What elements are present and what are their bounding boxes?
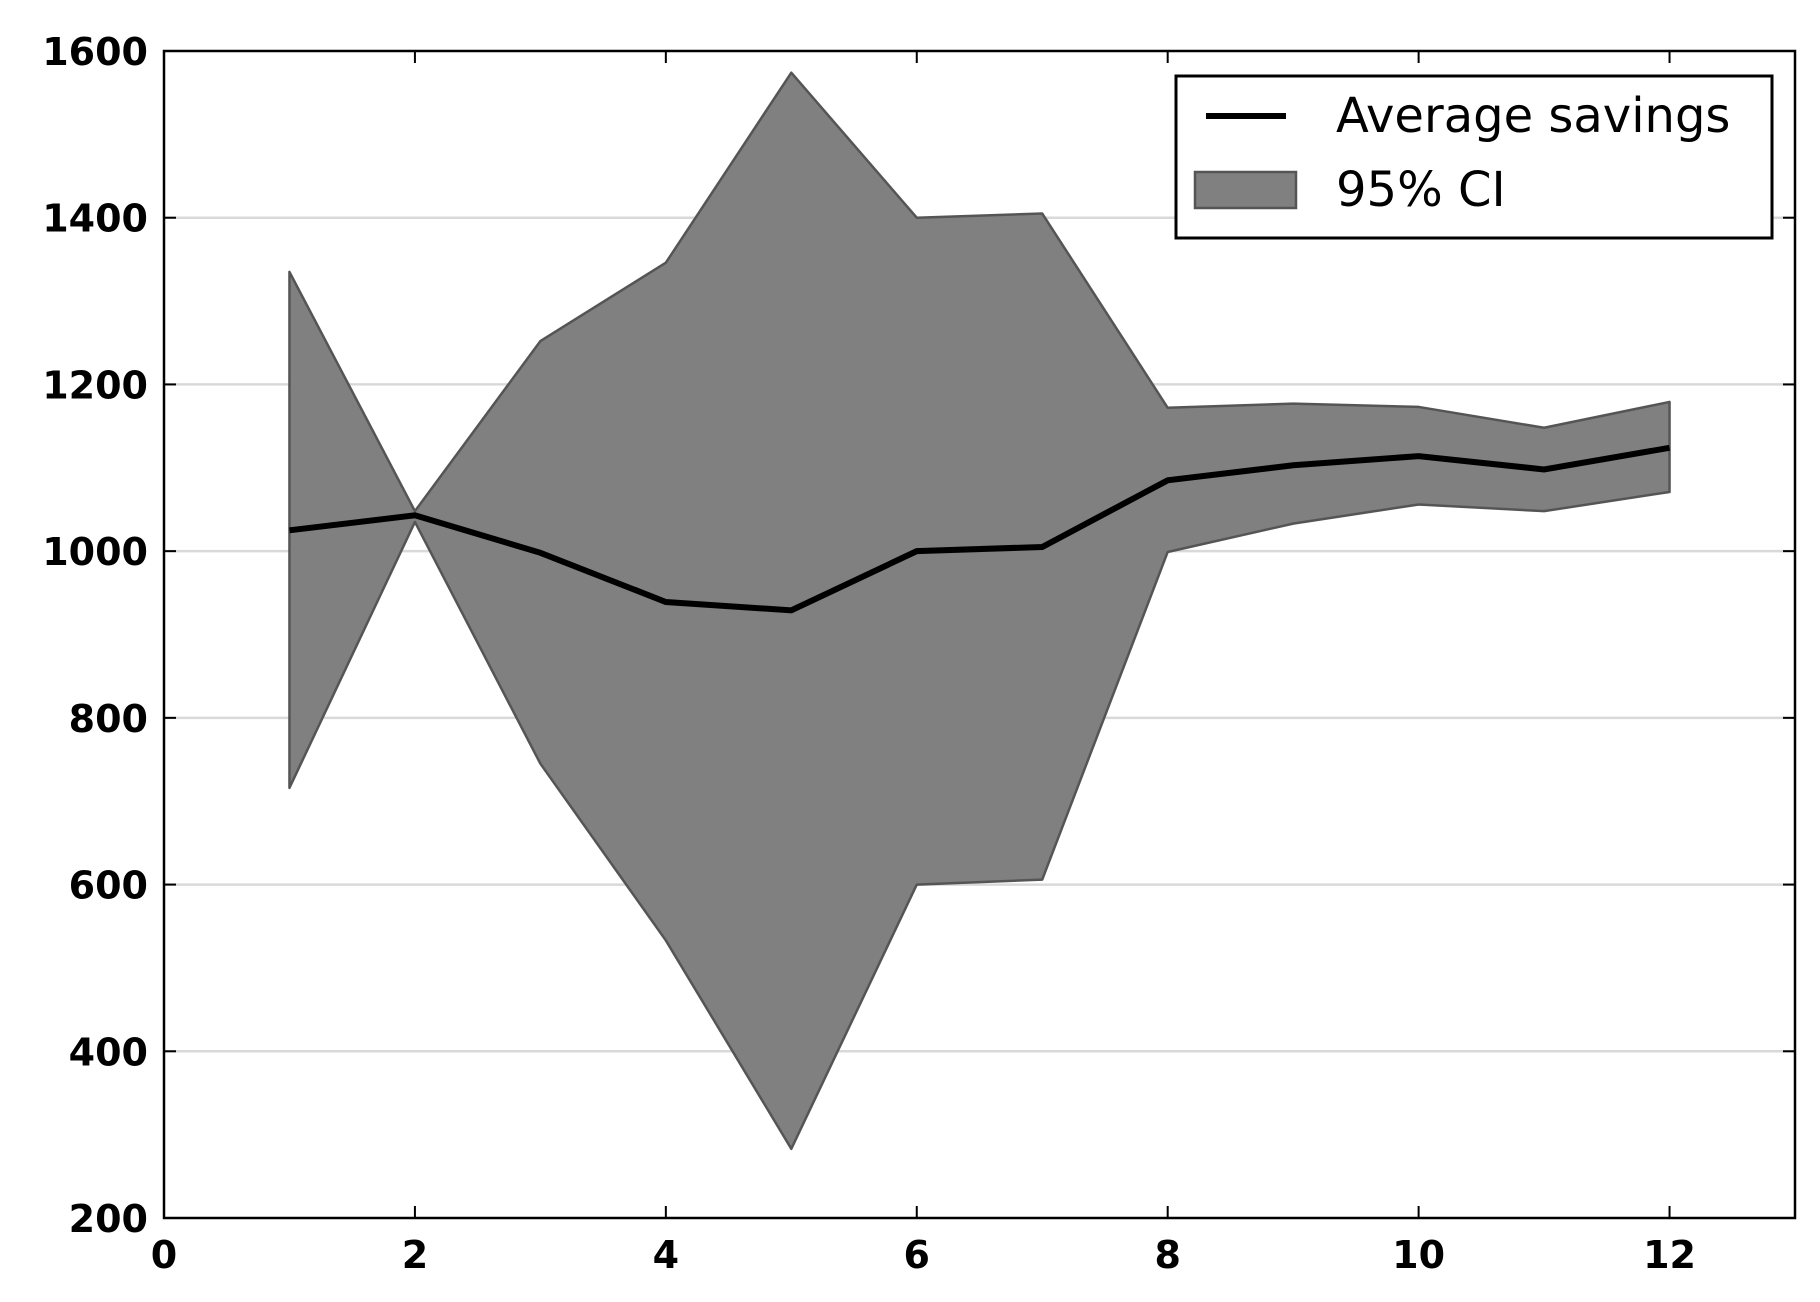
legend-label-average-savings: Average savings [1336,88,1730,144]
ci-band-layer [288,71,1671,1151]
x-tick-label: 6 [904,1233,930,1277]
y-tick-label: 400 [69,1030,148,1074]
x-tick-label: 2 [402,1233,428,1277]
legend: Average savings 95% CI [1174,74,1774,240]
y-tick-label: 1200 [42,363,148,407]
x-tick-label: 12 [1643,1233,1696,1277]
y-tick-labels: 200 400 600 800 1000 1200 1400 1600 [42,30,148,1241]
y-tick-label: 800 [69,697,148,741]
legend-label-95-ci: 95% CI [1336,162,1506,218]
y-tick-label: 1400 [42,197,148,241]
x-tick-labels: 0 2 4 6 8 10 12 [151,1233,1696,1277]
y-tick-label: 1000 [42,530,148,574]
x-tick-label: 0 [151,1233,177,1277]
ci-band [288,71,1671,1151]
legend-box [1174,74,1774,240]
y-tick-label: 1600 [42,30,148,74]
x-tick-label: 10 [1392,1233,1445,1277]
x-tick-label: 4 [653,1233,679,1277]
y-tick-label: 200 [69,1197,148,1241]
plot-frame [162,49,1797,1220]
x-tick-label: 8 [1154,1233,1180,1277]
average-line-layer [289,444,1671,614]
average-savings-line [289,444,1671,614]
legend-swatch-95-ci [1193,170,1298,210]
y-tick-label: 600 [69,864,148,908]
